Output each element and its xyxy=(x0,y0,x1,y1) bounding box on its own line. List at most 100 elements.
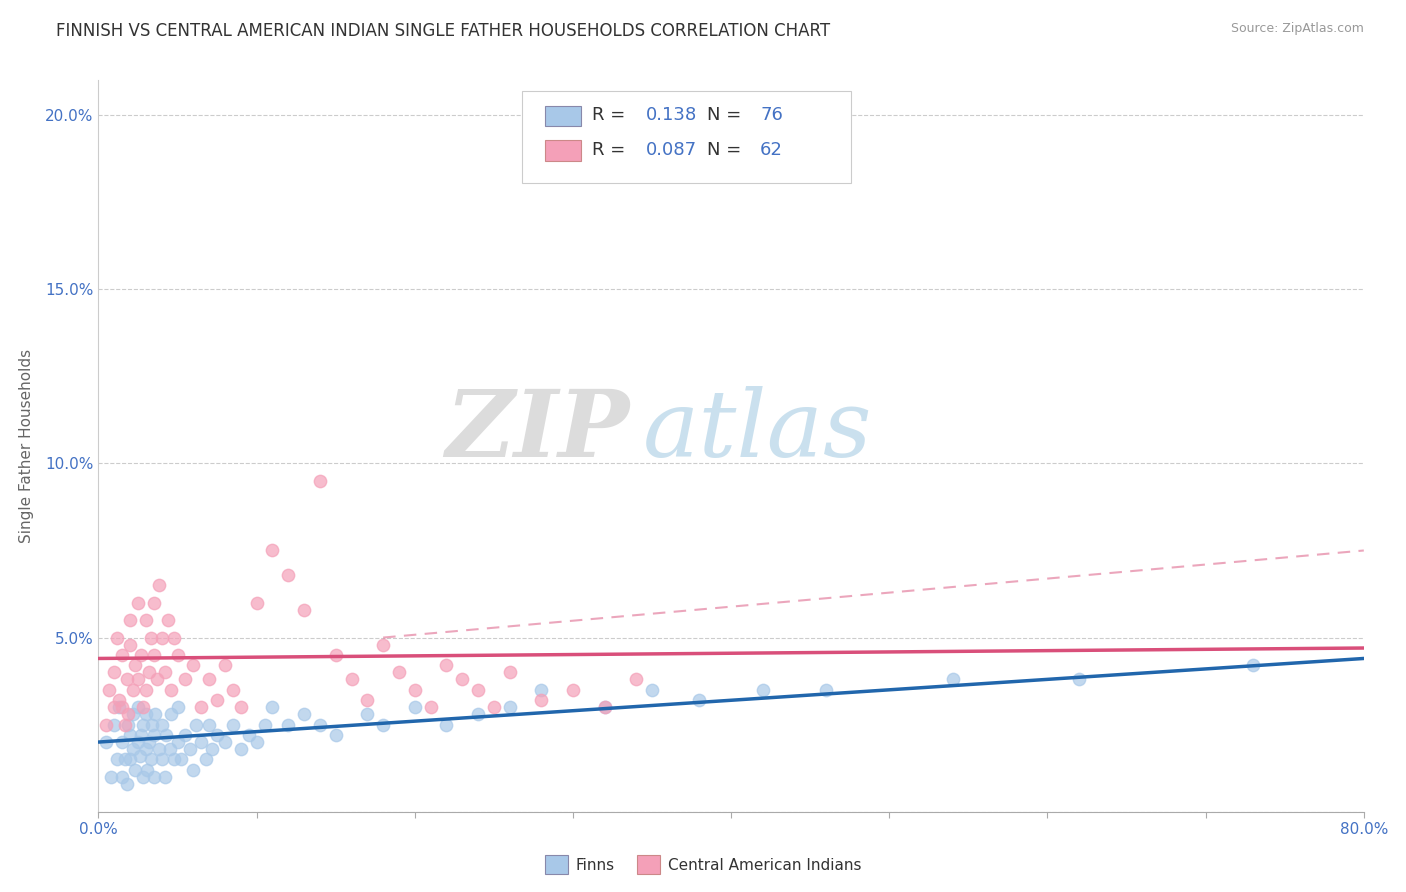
Point xyxy=(160,682,183,697)
Point xyxy=(124,763,146,777)
Text: FINNISH VS CENTRAL AMERICAN INDIAN SINGLE FATHER HOUSEHOLDS CORRELATION CHART: FINNISH VS CENTRAL AMERICAN INDIAN SINGL… xyxy=(56,22,831,40)
Point xyxy=(309,474,332,488)
Point xyxy=(530,693,553,707)
Point xyxy=(98,682,121,697)
Point xyxy=(482,700,505,714)
Point xyxy=(229,700,252,714)
Point xyxy=(138,735,160,749)
Point xyxy=(111,648,134,662)
Point xyxy=(174,673,197,687)
Point xyxy=(166,700,188,714)
FancyBboxPatch shape xyxy=(523,91,851,183)
Point xyxy=(174,728,197,742)
Point xyxy=(530,682,553,697)
Point xyxy=(561,682,585,697)
Point xyxy=(253,717,276,731)
Point xyxy=(246,735,269,749)
Point xyxy=(115,673,138,687)
Point xyxy=(292,707,315,722)
Point xyxy=(404,682,426,697)
Point xyxy=(624,673,647,687)
Point xyxy=(120,728,141,742)
Point xyxy=(262,700,284,714)
Point xyxy=(214,735,236,749)
Point xyxy=(111,770,134,784)
Point xyxy=(117,707,139,722)
Point xyxy=(103,717,125,731)
Point xyxy=(404,700,426,714)
Point xyxy=(146,673,169,687)
Point xyxy=(108,700,131,714)
Text: atlas: atlas xyxy=(643,386,872,476)
Point xyxy=(142,596,165,610)
Point xyxy=(153,770,176,784)
Point xyxy=(169,752,191,766)
Point xyxy=(436,658,458,673)
Point xyxy=(111,735,134,749)
Point xyxy=(136,763,159,777)
Point xyxy=(157,613,180,627)
Point xyxy=(1241,658,1264,673)
Point xyxy=(593,700,616,714)
Text: R =: R = xyxy=(592,141,631,159)
Point xyxy=(96,717,118,731)
Point xyxy=(127,700,149,714)
Point xyxy=(124,658,146,673)
Point xyxy=(117,717,139,731)
Point xyxy=(166,648,188,662)
Point xyxy=(179,742,201,756)
Point xyxy=(107,631,129,645)
Point xyxy=(309,717,332,731)
Point xyxy=(150,631,173,645)
Point xyxy=(135,707,157,722)
Point xyxy=(103,700,125,714)
Point xyxy=(120,752,141,766)
Point xyxy=(122,707,145,722)
Y-axis label: Single Father Households: Single Father Households xyxy=(20,349,34,543)
Point xyxy=(148,742,170,756)
Point xyxy=(246,596,269,610)
Point xyxy=(201,742,224,756)
Point xyxy=(132,770,155,784)
Point xyxy=(155,728,177,742)
Point xyxy=(100,770,122,784)
Point xyxy=(277,567,299,582)
Point xyxy=(498,665,520,680)
Point xyxy=(120,613,141,627)
Point xyxy=(141,717,163,731)
Point xyxy=(205,693,228,707)
Point xyxy=(139,752,162,766)
Point xyxy=(120,638,141,652)
Point xyxy=(127,596,149,610)
Point xyxy=(214,658,236,673)
Point xyxy=(451,673,474,687)
Text: N =: N = xyxy=(707,141,747,159)
Point xyxy=(145,707,166,722)
Point xyxy=(942,673,965,687)
FancyBboxPatch shape xyxy=(546,106,581,127)
Point xyxy=(190,735,212,749)
Point xyxy=(135,742,157,756)
Point xyxy=(325,728,347,742)
Point xyxy=(159,742,181,756)
Point xyxy=(135,613,157,627)
Point xyxy=(325,648,347,662)
Point xyxy=(238,728,260,742)
Legend: Finns, Central American Indians: Finns, Central American Indians xyxy=(538,849,868,880)
Point xyxy=(198,673,221,687)
Point xyxy=(371,638,394,652)
Point xyxy=(641,682,664,697)
Point xyxy=(128,749,150,764)
Point xyxy=(160,707,183,722)
Point xyxy=(292,603,315,617)
Point xyxy=(153,665,176,680)
Point xyxy=(277,717,299,731)
Point xyxy=(222,682,245,697)
Point xyxy=(122,742,145,756)
Point xyxy=(142,648,165,662)
Point xyxy=(166,735,188,749)
Point xyxy=(132,717,155,731)
Point xyxy=(129,648,152,662)
Point xyxy=(1067,673,1090,687)
Point xyxy=(419,700,441,714)
